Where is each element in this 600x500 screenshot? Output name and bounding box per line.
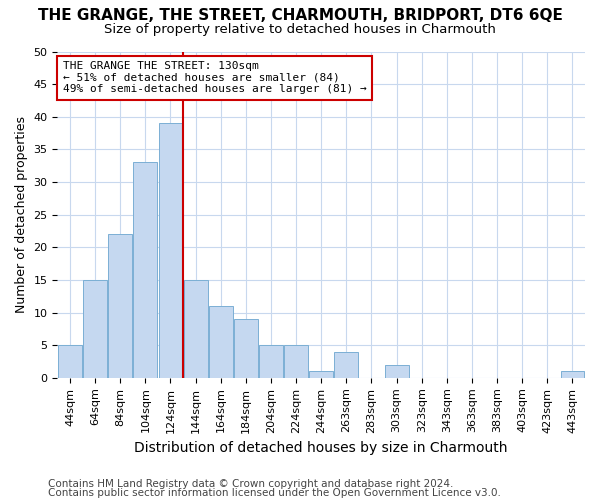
Text: Contains public sector information licensed under the Open Government Licence v3: Contains public sector information licen…	[48, 488, 501, 498]
Bar	[259, 345, 283, 378]
Bar	[108, 234, 132, 378]
Bar	[334, 352, 358, 378]
Text: Contains HM Land Registry data © Crown copyright and database right 2024.: Contains HM Land Registry data © Crown c…	[48, 479, 454, 489]
Bar	[184, 280, 208, 378]
Bar	[309, 372, 333, 378]
Bar	[58, 345, 82, 378]
Text: Size of property relative to detached houses in Charmouth: Size of property relative to detached ho…	[104, 22, 496, 36]
Bar	[158, 124, 182, 378]
X-axis label: Distribution of detached houses by size in Charmouth: Distribution of detached houses by size …	[134, 441, 508, 455]
Bar	[133, 162, 157, 378]
Bar	[385, 365, 409, 378]
Bar	[234, 319, 258, 378]
Bar	[284, 345, 308, 378]
Y-axis label: Number of detached properties: Number of detached properties	[15, 116, 28, 313]
Text: THE GRANGE THE STREET: 130sqm
← 51% of detached houses are smaller (84)
49% of s: THE GRANGE THE STREET: 130sqm ← 51% of d…	[62, 62, 367, 94]
Text: THE GRANGE, THE STREET, CHARMOUTH, BRIDPORT, DT6 6QE: THE GRANGE, THE STREET, CHARMOUTH, BRIDP…	[38, 8, 562, 22]
Bar	[83, 280, 107, 378]
Bar	[560, 372, 584, 378]
Bar	[209, 306, 233, 378]
